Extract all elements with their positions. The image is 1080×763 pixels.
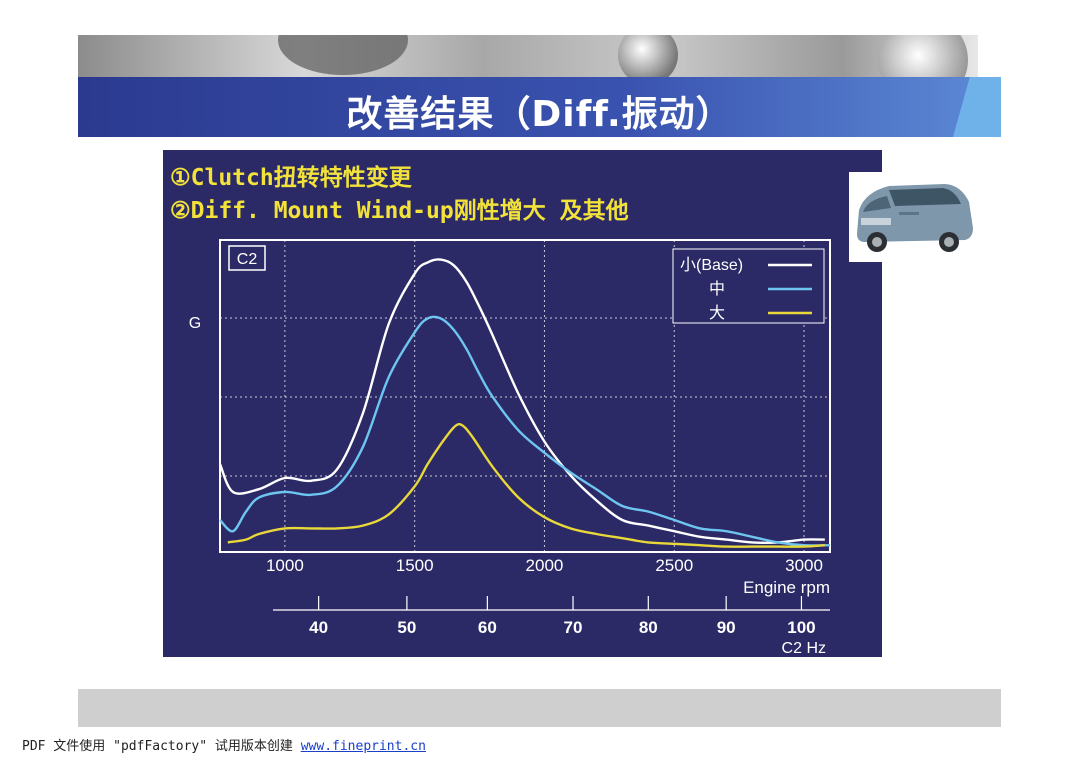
- plot-frame: [219, 239, 831, 553]
- series-line-0: [218, 258, 825, 544]
- slide-title: 改善结果（Diff.振动）: [346, 94, 733, 135]
- note-clutch: ①Clutch扭转特性变更: [170, 165, 412, 191]
- legend-label-0: 小(Base): [680, 256, 743, 274]
- series-lines: [218, 258, 831, 548]
- box-label: C2: [237, 251, 258, 268]
- footer-link[interactable]: www.fineprint.cn: [300, 739, 426, 754]
- series-line-2: [227, 422, 825, 548]
- secondary-tick-label: 100: [787, 618, 815, 637]
- x-tick-label: 2000: [526, 556, 564, 575]
- vehicle-image: [849, 172, 980, 262]
- x-tick-labels: 1000 1500 2000 2500 3000: [266, 556, 823, 575]
- legend: 小(Base) 中大: [680, 256, 812, 322]
- series-line-1: [219, 315, 831, 547]
- legend-label-1: 中: [709, 280, 725, 298]
- secondary-tick-label: 50: [397, 618, 416, 637]
- x-axis-label: Engine rpm: [743, 578, 830, 597]
- title-bar: 改善结果（Diff.振动）: [78, 77, 1001, 137]
- bottom-bar: [78, 689, 1001, 727]
- secondary-tick-label: 70: [564, 618, 583, 637]
- x-tick-label: 1000: [266, 556, 304, 575]
- x-tick-label: 3000: [785, 556, 823, 575]
- secondary-tick-label: 40: [309, 618, 328, 637]
- x-tick-label: 1500: [396, 556, 434, 575]
- secondary-axis-ticks: 40 50 60 70 80 90 100: [309, 596, 816, 637]
- footer-text: PDF 文件使用 "pdfFactory" 试用版本创建: [22, 739, 301, 754]
- secondary-axis-label: C2 Hz: [782, 640, 826, 657]
- footer: PDF 文件使用 "pdfFactory" 试用版本创建 www.finepri…: [22, 735, 426, 754]
- note-diff-mount: ②Diff. Mount Wind-up刚性增大 及其他: [170, 198, 629, 224]
- van-icon: [857, 184, 973, 252]
- box-label-frame: [228, 245, 266, 271]
- y-axis-label: G: [189, 315, 201, 332]
- secondary-tick-label: 80: [639, 618, 658, 637]
- header-photo-strip: [78, 35, 978, 77]
- legend-label-2: 大: [709, 304, 725, 322]
- secondary-tick-label: 60: [478, 618, 497, 637]
- improvement-notes: ①Clutch扭转特性变更 ②Diff. Mount Wind-up刚性增大 及…: [170, 162, 629, 228]
- secondary-tick-label: 90: [717, 618, 736, 637]
- legend-box: [672, 248, 825, 324]
- x-tick-label: 2500: [655, 556, 693, 575]
